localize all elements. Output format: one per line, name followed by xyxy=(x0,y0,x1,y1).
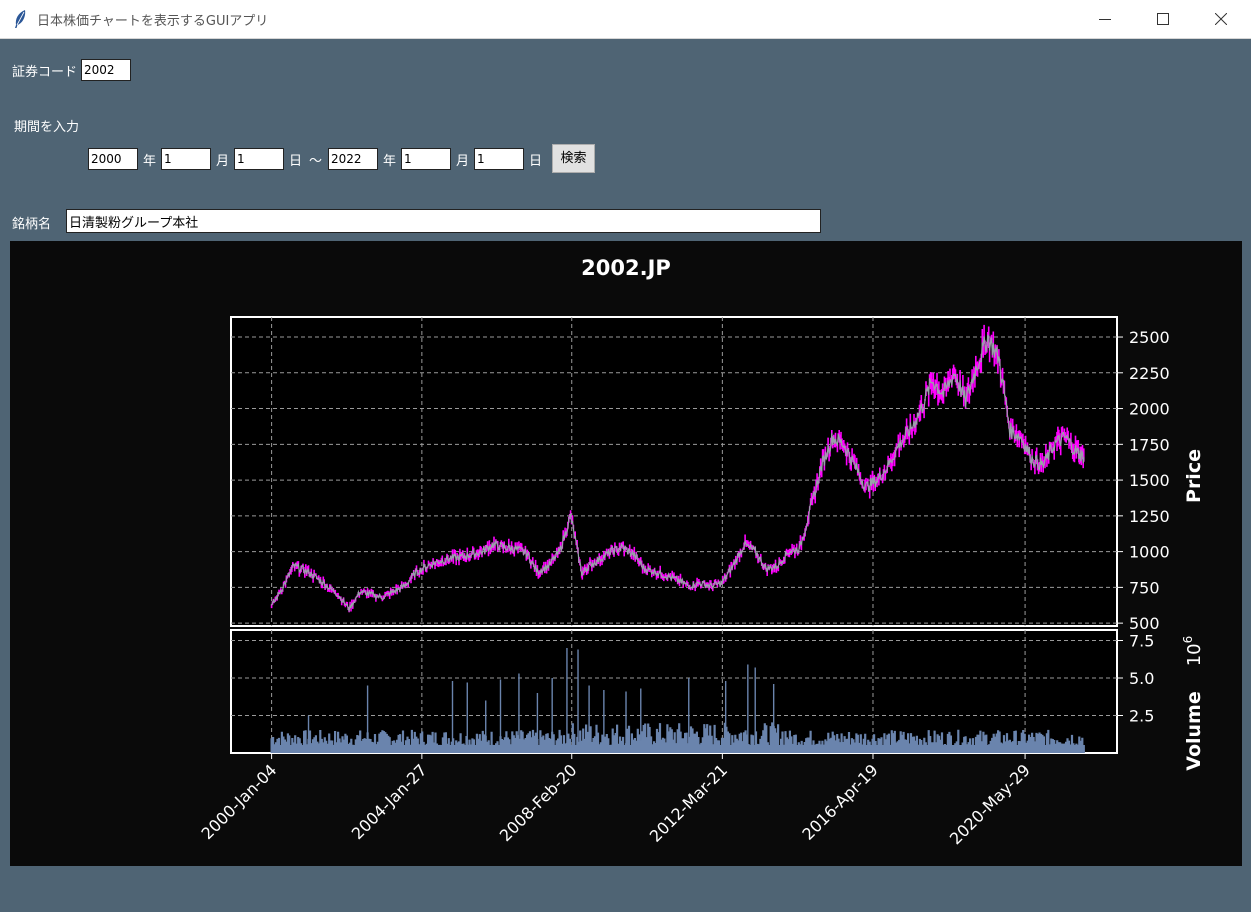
maximize-icon xyxy=(1157,13,1169,25)
price-tick-label: 2500 xyxy=(1129,328,1170,347)
period-label: 期間を入力 xyxy=(14,120,80,135)
grid-lines xyxy=(231,317,1117,753)
volume-tick-label: 2.5 xyxy=(1129,707,1154,726)
volume-tick-label: 5.0 xyxy=(1129,669,1154,688)
window-title: 日本株価チャートを表示するGUIアプリ xyxy=(37,14,269,29)
title-bar: 日本株価チャートを表示するGUIアプリ xyxy=(0,0,1251,39)
volume-y-axis: 2.5 5.0 7.5 xyxy=(1117,632,1154,726)
volume-exponent-label: 106 xyxy=(1181,636,1205,667)
close-icon xyxy=(1215,13,1227,25)
volume-exponent-power: 6 xyxy=(1181,636,1195,644)
volume-bars xyxy=(270,648,1085,753)
end-year-suffix: 年 xyxy=(383,154,397,169)
end-month-input[interactable] xyxy=(401,148,451,170)
price-tick-label: 2250 xyxy=(1129,364,1170,383)
price-tick-label: 2000 xyxy=(1129,400,1170,419)
close-button[interactable] xyxy=(1192,0,1250,38)
end-year-input[interactable] xyxy=(328,148,378,170)
chart-panel: 2002.JP 500 750 1000 1250 1500 1750 2000 2250 25… xyxy=(10,241,1242,866)
x-tick-label: 2012-Mar-21 xyxy=(646,760,731,845)
start-year-suffix: 年 xyxy=(143,154,157,169)
security-code-label: 証券コード xyxy=(12,65,78,80)
price-tick-label: 1750 xyxy=(1129,435,1170,454)
end-month-suffix: 月 xyxy=(456,154,470,169)
minimize-button[interactable] xyxy=(1076,0,1134,38)
volume-exponent-base: 10 xyxy=(1184,643,1205,666)
x-tick-label: 2008-Feb-20 xyxy=(496,760,581,845)
feather-icon xyxy=(15,10,26,28)
x-axis: 2000-Jan-04 2004-Jan-27 2008-Feb-20 2012-Ma… xyxy=(198,753,1034,848)
stock-name-label: 銘柄名 xyxy=(12,217,52,232)
search-button[interactable]: 検索 xyxy=(552,144,595,173)
price-panel-bg xyxy=(230,316,1118,627)
start-month-input[interactable] xyxy=(161,148,211,170)
price-line xyxy=(271,334,1085,613)
end-day-input[interactable] xyxy=(474,148,524,170)
price-tick-label: 1000 xyxy=(1129,543,1170,562)
price-tick-label: 1250 xyxy=(1129,507,1170,526)
x-tick-label: 2004-Jan-27 xyxy=(348,760,431,843)
start-month-suffix: 月 xyxy=(216,154,230,169)
price-tick-label: 750 xyxy=(1129,578,1160,597)
security-code-input[interactable] xyxy=(81,59,131,81)
end-day-suffix: 日 xyxy=(529,154,543,169)
price-lines xyxy=(270,324,1085,613)
x-tick-label: 2000-Jan-04 xyxy=(198,760,281,843)
range-tilde: 〜 xyxy=(309,154,323,169)
price-y-axis: 500 750 1000 1250 1500 1750 2000 2250 2500 xyxy=(1117,328,1170,633)
volume-tick-label: 7.5 xyxy=(1129,632,1154,651)
start-year-input[interactable] xyxy=(88,148,138,170)
maximize-button[interactable] xyxy=(1134,0,1192,38)
chart-title: 2002.JP xyxy=(581,256,671,280)
price-tick-label: 500 xyxy=(1129,614,1160,633)
x-tick-label: 2016-Apr-19 xyxy=(798,760,881,843)
start-day-input[interactable] xyxy=(234,148,284,170)
stock-chart: 2002.JP 500 750 1000 1250 1500 1750 2000 2250 25… xyxy=(198,256,1205,848)
stock-name-field[interactable] xyxy=(66,209,821,233)
price-axis-label: Price xyxy=(1183,449,1205,503)
volume-floor xyxy=(271,745,1084,752)
price-tick-label: 1500 xyxy=(1129,471,1170,490)
volume-axis-label: Volume xyxy=(1183,691,1205,770)
x-tick-label: 2020-May-29 xyxy=(946,760,1034,848)
start-day-suffix: 日 xyxy=(289,154,303,169)
minimize-icon xyxy=(1099,19,1111,20)
